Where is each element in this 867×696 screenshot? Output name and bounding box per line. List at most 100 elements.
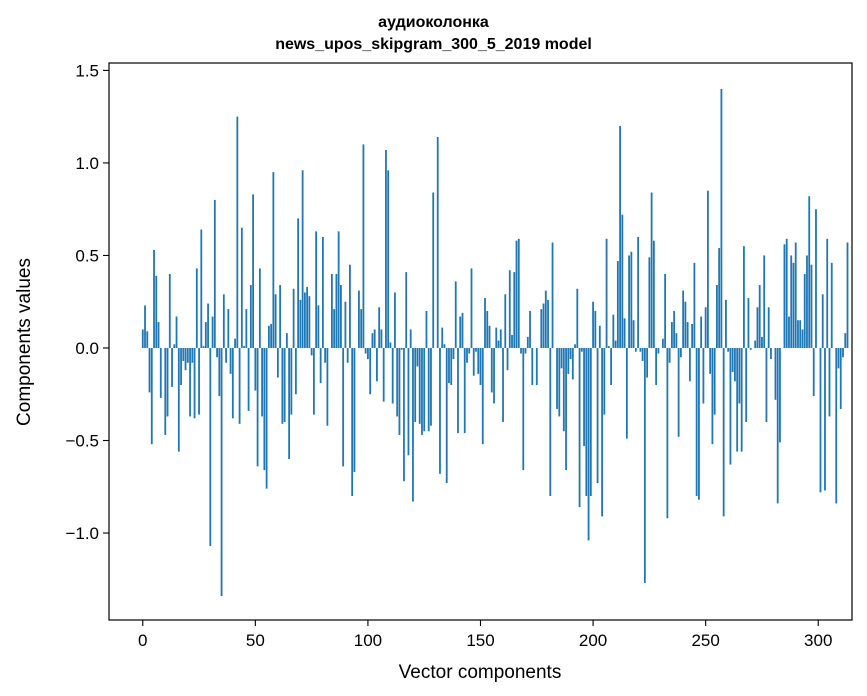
bar-component-120 — [412, 347, 414, 502]
bar-component-7 — [157, 322, 160, 348]
bar-component-8 — [159, 347, 162, 398]
bar-component-288 — [790, 255, 793, 348]
bar-component-44 — [240, 227, 243, 348]
bar-component-146 — [470, 268, 473, 348]
bar-component-178 — [542, 303, 545, 348]
bar-component-129 — [432, 192, 435, 348]
bar-component-281 — [774, 347, 777, 400]
bar-component-5 — [153, 249, 155, 348]
bar-component-279 — [770, 347, 772, 360]
bar-component-260 — [727, 347, 730, 352]
bar-component-254 — [713, 347, 716, 415]
bar-component-224 — [646, 347, 649, 378]
bar-component-167 — [517, 238, 520, 348]
bar-component-247 — [698, 347, 700, 500]
bar-component-262 — [731, 347, 734, 373]
bar-component-181 — [549, 347, 552, 497]
bar-component-155 — [490, 347, 493, 393]
bar-component-305 — [828, 347, 831, 417]
bar-component-67 — [292, 288, 295, 348]
bar-component-182 — [551, 242, 554, 348]
bar-component-175 — [535, 347, 538, 385]
bar-component-186 — [560, 347, 563, 369]
bar-component-87 — [337, 231, 340, 348]
bar-component-97 — [360, 309, 363, 348]
bar-component-301 — [819, 347, 822, 493]
bar-component-80 — [321, 236, 324, 348]
bar-component-117 — [405, 272, 408, 348]
bar-component-154 — [488, 325, 491, 348]
bar-component-144 — [466, 347, 468, 363]
bar-component-219 — [634, 347, 637, 352]
bar-component-109 — [387, 170, 390, 348]
bar-component-118 — [407, 347, 410, 456]
bar-component-104 — [376, 347, 378, 382]
bar-component-212 — [619, 125, 621, 348]
bar-component-114 — [398, 347, 401, 435]
x-tick-label: 300 — [804, 631, 832, 650]
bar-component-303 — [824, 347, 826, 491]
bar-component-2 — [146, 331, 149, 348]
bar-component-11 — [166, 347, 169, 417]
bar-component-285 — [783, 244, 786, 348]
bar-component-177 — [540, 309, 543, 348]
bar-component-51 — [256, 347, 259, 467]
bar-component-106 — [380, 329, 383, 348]
bar-component-157 — [495, 327, 498, 348]
x-tick-label: 150 — [466, 631, 494, 650]
bar-component-237 — [675, 333, 678, 348]
bar-component-264 — [736, 347, 739, 452]
bar-component-188 — [565, 347, 567, 471]
bar-component-291 — [797, 320, 799, 348]
bar-component-153 — [486, 310, 489, 348]
bar-component-59 — [274, 294, 277, 348]
x-tick-label: 250 — [691, 631, 719, 650]
bar-component-196 — [583, 347, 585, 447]
bar-component-33 — [216, 347, 218, 358]
bar-component-96 — [358, 290, 360, 348]
bar-component-275 — [761, 336, 763, 348]
bar-component-49 — [252, 194, 254, 348]
bar-component-55 — [265, 347, 268, 489]
bar-component-90 — [344, 301, 347, 348]
bar-component-84 — [331, 273, 333, 348]
bar-component-261 — [729, 347, 732, 465]
bar-component-111 — [391, 347, 394, 404]
bar-component-246 — [695, 347, 698, 497]
bar-component-229 — [657, 347, 660, 354]
bar-component-58 — [272, 172, 275, 348]
bar-component-184 — [556, 347, 558, 410]
bar-component-263 — [734, 347, 736, 382]
bar-component-110 — [389, 342, 392, 348]
bar-component-145 — [468, 347, 471, 354]
bar-component-124 — [421, 347, 423, 435]
bar-component-258 — [722, 347, 725, 517]
bar-component-266 — [740, 347, 743, 452]
bar-component-179 — [544, 290, 547, 348]
bar-component-54 — [263, 347, 266, 471]
bar-component-137 — [450, 347, 453, 385]
bar-component-195 — [580, 347, 583, 352]
bar-component-242 — [686, 322, 689, 348]
bar-component-85 — [333, 309, 336, 348]
bar-component-64 — [285, 333, 288, 348]
bar-component-257 — [720, 88, 723, 348]
bar-component-18 — [182, 347, 185, 361]
bar-component-6 — [155, 275, 158, 348]
bar-component-273 — [756, 307, 759, 348]
bar-component-245 — [693, 262, 696, 348]
bar-component-180 — [547, 299, 549, 348]
bar-component-169 — [522, 347, 525, 471]
bar-component-211 — [616, 261, 619, 348]
bar-component-38 — [227, 309, 230, 348]
bar-component-170 — [524, 347, 527, 354]
bar-component-161 — [504, 294, 507, 348]
bar-component-217 — [630, 251, 633, 348]
bar-component-113 — [396, 347, 399, 417]
bar-component-201 — [594, 310, 597, 348]
bar-component-71 — [301, 170, 304, 348]
bar-component-185 — [558, 347, 561, 417]
bar-component-248 — [700, 316, 703, 348]
bar-component-13 — [171, 347, 173, 387]
bar-component-172 — [529, 310, 531, 348]
